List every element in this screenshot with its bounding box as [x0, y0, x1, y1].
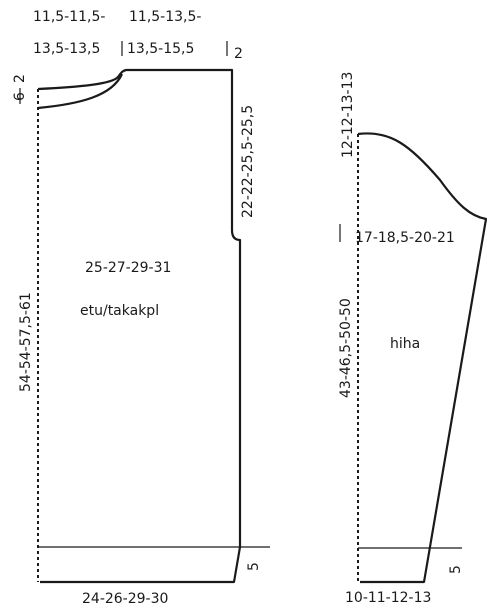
top-right-measure-line2: 13,5-15,5 [127, 41, 194, 57]
top-left-measure-line1: 11,5-11,5- [33, 9, 105, 25]
top-right-measure-line1: 11,5-13,5- [129, 9, 201, 25]
side-length-label: 54-54-57,5-61 [18, 292, 34, 392]
neckline-curve [37, 73, 124, 110]
cuff-width-label: 10-11-12-13 [345, 590, 431, 606]
sleeve-length-label: 43-46,5-50-50 [338, 298, 354, 398]
sleeve-rib-height-label: 5 [448, 565, 464, 574]
sleeve-name: hiha [390, 336, 420, 352]
shoulder-slope-label: 2 [234, 46, 243, 62]
front-back-piece [19, 41, 270, 584]
sleeve-upper-width-label: 17-18,5-20-21 [355, 230, 455, 246]
bottom-width-label: 24-26-29-30 [82, 591, 168, 607]
sleeve-piece [339, 132, 487, 584]
top-left-measure-line2: 13,5-13,5 [33, 41, 100, 57]
sleeve-outline [357, 132, 487, 584]
front-back-name: etu/takakpl [80, 303, 159, 319]
width-upper-label: 25-27-29-31 [85, 260, 171, 276]
cap-height-label: 12-12-13-13 [340, 72, 356, 158]
neck-top-label: 2 [12, 74, 28, 83]
armhole-depth-label: 22-22-25,5-25,5 [240, 105, 256, 218]
front-back-outline [37, 68, 242, 584]
neck-drop-label: 6 [12, 92, 28, 101]
front-rib-height-label: 5 [246, 562, 262, 571]
